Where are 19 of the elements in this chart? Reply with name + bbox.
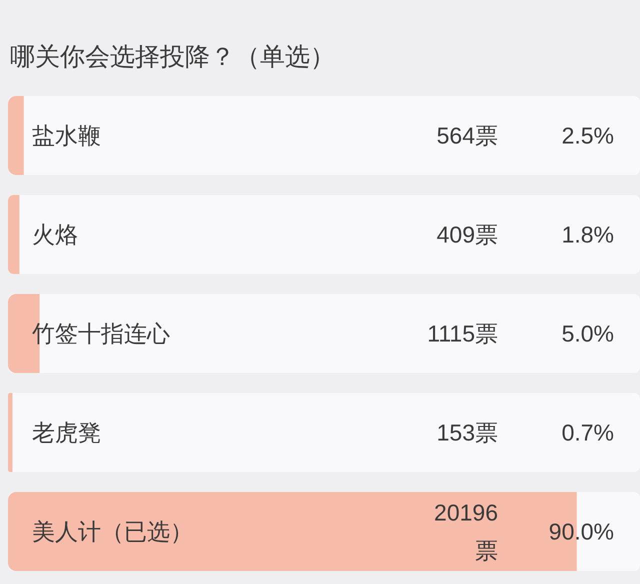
bar [8, 96, 24, 175]
y-tick-label: 美人计（已选） [32, 518, 193, 544]
data-label: 90.0% [548, 518, 614, 544]
data-label: 1.8% [562, 222, 614, 248]
annotation: 409票 [436, 222, 498, 248]
y-tick-label: 老虎凳 [32, 420, 101, 446]
y-tick-label: 竹签十指连心 [32, 320, 170, 346]
y-tick-label: 火烙 [32, 222, 78, 248]
data-label: 0.7% [562, 420, 614, 446]
annotation: 20196票 [434, 500, 498, 564]
y-tick-label: 盐水鞭 [32, 122, 101, 148]
annotation: 153票 [436, 420, 498, 446]
annotation: 564票 [436, 122, 498, 148]
annotation: 1115票 [427, 320, 498, 346]
bar [8, 393, 12, 472]
bar [8, 195, 20, 274]
data-label: 5.0% [562, 320, 614, 346]
data-label: 2.5% [562, 122, 614, 148]
text: 哪关你会选择投降？（单选） [10, 42, 335, 73]
